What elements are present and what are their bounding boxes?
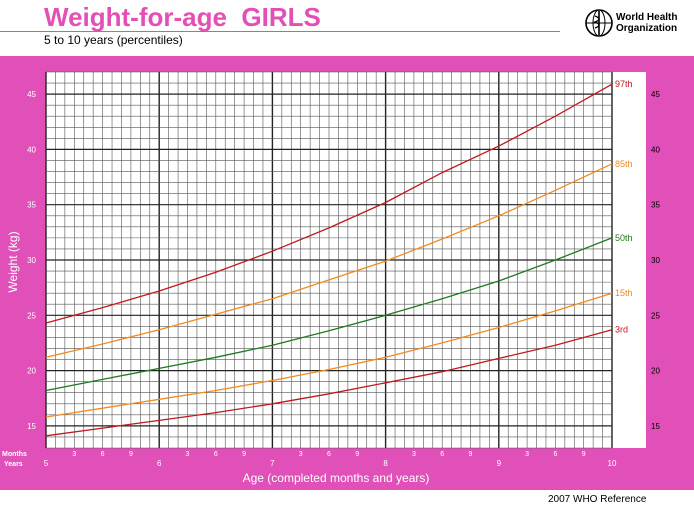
y-tick-label-right: 20 [651, 367, 660, 376]
series-label-3rd: 3rd [615, 325, 628, 335]
y-tick-label-left: 30 [27, 256, 36, 265]
who-logo: World Health Organization [584, 8, 694, 42]
who-emblem-icon [585, 9, 613, 37]
x-tick-label-month: 3 [412, 451, 416, 458]
x-tick-label-month: 3 [525, 451, 529, 458]
series-line-97th [45, 83, 613, 324]
y-tick-label-right: 45 [651, 90, 660, 99]
axis-labels: 15 15 20 20 25 25 30 30 35 35 40 40 45 45 5 6 7 8 9 10 3 6 9 3 6… [27, 90, 660, 468]
x-tick-label-month: 6 [440, 451, 444, 458]
org-name-line-2: Organization [616, 23, 678, 34]
x-tick-label-month: 3 [186, 451, 190, 458]
y-tick-label-left: 15 [27, 422, 36, 431]
y-tick-label-left: 45 [27, 90, 36, 99]
series-line-3rd [45, 329, 613, 437]
title-divider [0, 31, 560, 32]
right-axis-panel [612, 72, 646, 448]
y-tick-label-right: 30 [651, 256, 660, 265]
x-tick-label-month: 9 [582, 451, 586, 458]
x-row-label-months: Months [2, 451, 27, 458]
x-tick-label-month: 9 [242, 451, 246, 458]
x-tick-label-month: 9 [355, 451, 359, 458]
x-tick-label-month: 6 [553, 451, 557, 458]
x-tick-label-month: 9 [129, 451, 133, 458]
series-label-15th: 15th [615, 288, 633, 298]
series-label-97th: 97th [615, 79, 633, 89]
x-tick-label-month: 6 [327, 451, 331, 458]
org-name-line-1: World Health [616, 12, 678, 23]
page-title: Weight-for-age GIRLS [44, 2, 321, 32]
percentile-lines: 97th 85th 50th 15th 3rd [45, 79, 633, 437]
grid-lines [45, 71, 613, 449]
x-tick-label-year: 5 [44, 459, 49, 468]
y-tick-label-right: 35 [651, 201, 660, 210]
y-tick-label-left: 25 [27, 311, 36, 320]
x-tick-label-year: 10 [608, 459, 617, 468]
x-tick-label-month: 6 [214, 451, 218, 458]
x-tick-label-year: 9 [497, 459, 502, 468]
x-axis-label: Age (completed months and years) [243, 471, 430, 485]
x-tick-label-month: 3 [299, 451, 303, 458]
x-tick-label-year: 6 [157, 459, 162, 468]
x-tick-label-year: 7 [270, 459, 275, 468]
x-tick-label-year: 8 [383, 459, 388, 468]
series-line-15th [45, 292, 613, 418]
y-tick-label-left: 20 [27, 367, 36, 376]
reference-note: 2007 WHO Reference [548, 494, 647, 505]
x-tick-label-month: 6 [101, 451, 105, 458]
y-tick-label-left: 35 [27, 201, 36, 210]
y-tick-label-right: 25 [651, 311, 660, 320]
x-tick-label-month: 9 [469, 451, 473, 458]
series-line-50th [45, 237, 613, 392]
series-line-85th [45, 163, 613, 358]
series-label-50th: 50th [615, 233, 633, 243]
x-tick-label-month: 3 [72, 451, 76, 458]
y-tick-label-right: 15 [651, 422, 660, 431]
x-row-label-years: Years [4, 461, 23, 468]
y-tick-label-left: 40 [27, 145, 36, 154]
y-axis-label: Weight (kg) [6, 231, 20, 292]
page-subtitle: 5 to 10 years (percentiles) [44, 33, 183, 47]
series-label-85th: 85th [615, 159, 633, 169]
y-tick-label-right: 40 [651, 145, 660, 154]
